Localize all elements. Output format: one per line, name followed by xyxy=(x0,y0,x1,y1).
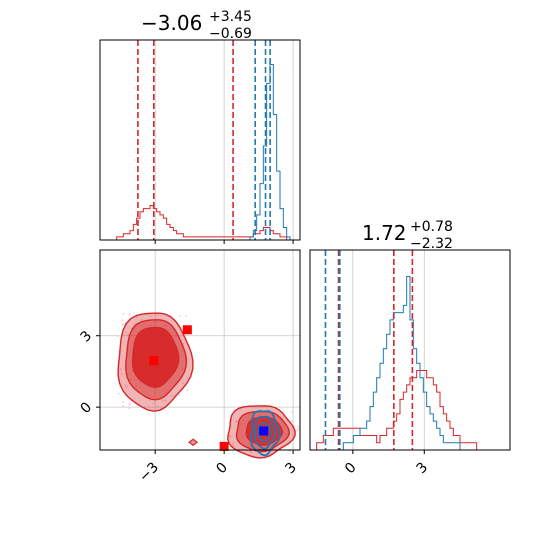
scatter-point xyxy=(288,450,291,453)
scatter-point xyxy=(235,421,238,423)
scatter-point xyxy=(116,335,119,338)
title-param-1: −3.06 +3.45 −0.69 xyxy=(141,9,252,42)
title-2-median: 1.72 xyxy=(362,221,407,245)
axes-frames xyxy=(99,39,511,451)
title-param-2: 1.72 +0.78 −2.32 xyxy=(362,219,453,252)
scatter-point xyxy=(152,402,155,405)
y-tick-labels: 30 xyxy=(78,328,100,417)
x-tick-label-param-2: 0 xyxy=(342,460,360,478)
scatter-point xyxy=(119,368,122,370)
axes-frame xyxy=(99,249,301,451)
title-2-upper: +0.78 xyxy=(410,219,453,235)
scatter-point xyxy=(291,410,294,413)
contour-blue-inner xyxy=(257,422,272,443)
contour-panel xyxy=(100,250,300,459)
y-tick-label-param-2: 3 xyxy=(78,328,96,346)
x-tick-label-param-1: 0 xyxy=(213,460,231,478)
scatter-point xyxy=(182,382,184,385)
scatter-point xyxy=(128,407,131,410)
scatter-point xyxy=(122,400,125,403)
axes-frame xyxy=(309,249,511,451)
axes-frame xyxy=(99,39,301,241)
scatter-point xyxy=(120,373,123,376)
marker-blue-square xyxy=(259,426,269,436)
marker-red-square xyxy=(219,441,229,451)
scatter-point xyxy=(232,445,235,448)
marker-red-square xyxy=(149,356,159,366)
scatter-point xyxy=(250,450,253,453)
histogram-red-series xyxy=(310,369,510,451)
scatter-point xyxy=(117,392,120,395)
scatter-point xyxy=(124,384,127,386)
histogram-red-series xyxy=(100,205,300,241)
scatter-point xyxy=(128,313,131,316)
scatter-point xyxy=(149,315,152,318)
scatter-point xyxy=(228,434,231,437)
histogram-param-2 xyxy=(310,250,510,451)
scatter-point xyxy=(127,333,130,336)
title-1-upper: +3.45 xyxy=(209,9,252,25)
scatter-point xyxy=(164,400,167,402)
x-tick-label-param-1: 3 xyxy=(282,460,300,478)
scatter-point xyxy=(293,424,296,427)
scatter-point xyxy=(186,389,189,392)
scatter-point xyxy=(290,420,293,423)
scatter-point xyxy=(122,313,125,315)
scatter-point xyxy=(186,376,189,379)
scatter-point xyxy=(292,446,295,449)
x-tick-label-param-1: −3 xyxy=(136,460,162,486)
scatter-point xyxy=(125,331,128,334)
scatter-point xyxy=(182,342,185,345)
scatter-point xyxy=(128,403,131,406)
marker-red-square xyxy=(182,325,192,335)
scatter-point xyxy=(296,429,299,432)
scatter-point xyxy=(296,425,299,428)
scatter-point xyxy=(162,399,164,402)
scatter-point xyxy=(156,405,159,407)
x-tick-label-param-2: 3 xyxy=(413,460,431,478)
contour-blue-mid xyxy=(253,415,277,450)
scatter-point xyxy=(179,315,182,318)
y-tick-label-param-2: 0 xyxy=(78,399,96,417)
scatter-point xyxy=(121,319,124,322)
title-2-lower: −2.32 xyxy=(410,236,453,252)
scatter-point xyxy=(135,316,138,319)
scatter-point xyxy=(126,386,128,388)
scatter-point xyxy=(121,323,124,326)
contour-red-island xyxy=(188,438,199,447)
title-1-lower: −0.69 xyxy=(209,26,252,42)
scatter-point xyxy=(297,427,300,430)
histogram-param-1 xyxy=(100,40,300,241)
scatter-point xyxy=(170,394,173,397)
title-1-median: −3.06 xyxy=(141,11,202,35)
scatter-point xyxy=(178,393,180,396)
histogram-blue-series xyxy=(310,275,510,451)
scatter-point xyxy=(140,318,143,321)
scatter-point xyxy=(122,405,124,408)
scatter-point xyxy=(232,442,235,445)
scatter-point xyxy=(185,315,187,317)
scatter-point xyxy=(133,323,136,326)
